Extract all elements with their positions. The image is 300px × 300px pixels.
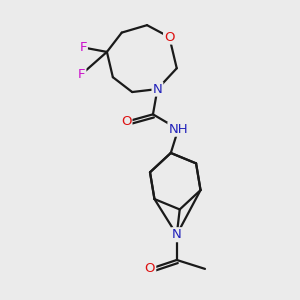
Text: O: O: [164, 31, 175, 44]
Text: N: N: [172, 228, 182, 241]
Text: N: N: [153, 82, 162, 96]
Text: F: F: [78, 68, 85, 81]
Text: O: O: [145, 262, 155, 275]
Text: O: O: [121, 115, 131, 128]
Text: NH: NH: [168, 123, 188, 136]
Text: F: F: [80, 41, 87, 54]
